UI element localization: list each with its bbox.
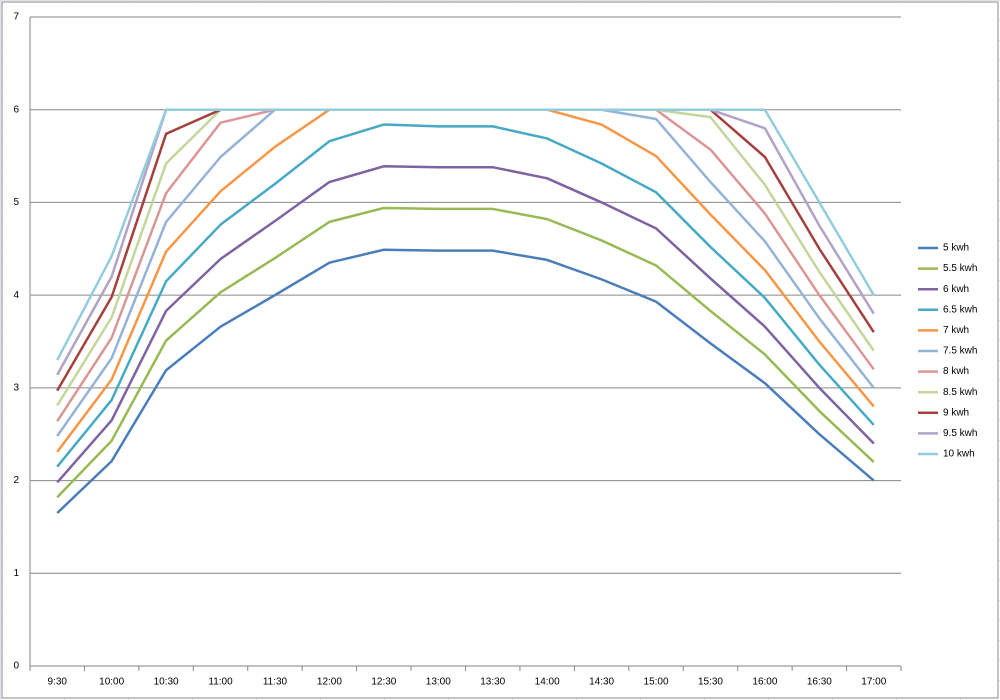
x-tick-label: 10:00: [99, 677, 124, 688]
legend-label: 6.5 kwh: [943, 304, 977, 315]
x-tick-label: 11:30: [263, 677, 288, 688]
x-tick-label: 15:30: [698, 677, 723, 688]
legend-label: 9 kwh: [943, 407, 969, 418]
y-tick-label: 7: [13, 12, 19, 23]
legend-label: 10 kwh: [943, 449, 975, 460]
x-tick-label: 12:00: [317, 677, 342, 688]
legend-label: 8 kwh: [943, 366, 969, 377]
x-tick-label: 16:00: [752, 677, 777, 688]
series-line: [56, 165, 875, 484]
legend-label: 9.5 kwh: [943, 428, 977, 439]
legend-label: 8.5 kwh: [943, 387, 977, 398]
y-tick-label: 3: [13, 382, 19, 393]
x-tick-label: 13:00: [426, 677, 451, 688]
y-tick-label: 6: [13, 104, 19, 115]
x-tick-label: 14:00: [535, 677, 560, 688]
legend-label: 6 kwh: [943, 284, 969, 295]
y-tick-label: 1: [13, 568, 19, 579]
y-tick-label: 4: [13, 290, 19, 301]
x-tick-label: 14:30: [589, 677, 614, 688]
legend-label: 7 kwh: [943, 325, 969, 336]
x-tick-label: 16:30: [807, 677, 832, 688]
x-tick-label: 17:00: [861, 677, 886, 688]
x-tick-label: 9:30: [47, 677, 67, 688]
series-line: [56, 123, 875, 468]
x-tick-label: 12:30: [371, 677, 396, 688]
y-tick-label: 5: [13, 197, 19, 208]
x-tick-label: 10:30: [154, 677, 179, 688]
legend-label: 7.5 kwh: [943, 346, 977, 357]
y-tick-label: 0: [13, 661, 19, 672]
legend-label: 5.5 kwh: [943, 263, 977, 274]
y-tick-label: 2: [13, 475, 19, 486]
x-tick-label: 11:00: [208, 677, 233, 688]
legend-label: 5 kwh: [943, 243, 969, 254]
series-line: [56, 108, 875, 361]
x-tick-label: 15:00: [644, 677, 669, 688]
x-tick-label: 13:30: [480, 677, 505, 688]
series-line: [56, 248, 875, 514]
series-line: [56, 206, 875, 499]
